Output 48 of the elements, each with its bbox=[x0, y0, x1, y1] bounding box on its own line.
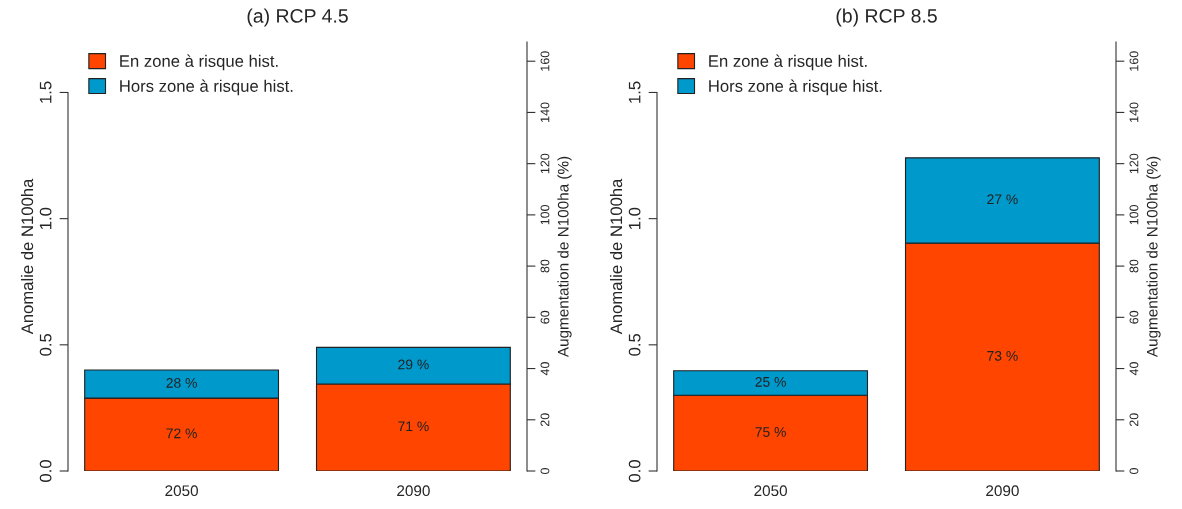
y2-tick-label: 120 bbox=[540, 153, 550, 174]
y-tick-label: 1.5 bbox=[628, 81, 641, 103]
annotation: 28 % bbox=[166, 377, 197, 388]
y2-tick-label: 100 bbox=[1129, 204, 1139, 225]
x-tick-label: 2050 bbox=[754, 485, 787, 497]
y-tick-label: 0.0 bbox=[39, 460, 52, 482]
y2-tick-label: 160 bbox=[1129, 51, 1139, 71]
annotation: 25 % bbox=[755, 376, 786, 387]
y2-tick-label: 80 bbox=[1129, 259, 1139, 273]
y2-tick-label: 120 bbox=[1129, 153, 1139, 174]
x-tick-label: 2090 bbox=[986, 485, 1019, 497]
x-tick-label: 2090 bbox=[397, 485, 430, 497]
legend-label: En zone à risque hist. bbox=[120, 54, 278, 71]
y-tick-label: 1.0 bbox=[39, 207, 52, 229]
annotation: 29 % bbox=[398, 359, 429, 370]
legend-label: Hors zone à risque hist. bbox=[120, 79, 293, 96]
y-axis-title: Anomalie de N100ha bbox=[609, 178, 623, 335]
y2-tick-label: 160 bbox=[540, 51, 550, 71]
y2-tick-label: 0 bbox=[1129, 468, 1139, 474]
annotation: 71 % bbox=[398, 421, 429, 432]
y-tick-label: 0.5 bbox=[39, 333, 52, 356]
y2-tick-label: 60 bbox=[1129, 310, 1139, 324]
y2-tick-label: 80 bbox=[540, 259, 550, 273]
chart-title: (b) RCP 8.5 bbox=[836, 8, 937, 27]
annotation: 73 % bbox=[987, 350, 1018, 361]
y2-tick-label: 40 bbox=[540, 362, 550, 376]
y-tick-label: 1.0 bbox=[628, 207, 641, 229]
y2-axis-title: Augmentation de N100ha (%) bbox=[557, 156, 572, 358]
y2-tick-label: 140 bbox=[1129, 102, 1139, 122]
y-tick-label: 0.5 bbox=[628, 333, 641, 356]
legend-label: En zone à risque hist. bbox=[709, 54, 867, 71]
y2-axis-title: Augmentation de N100ha (%) bbox=[1146, 156, 1161, 358]
y2-tick-label: 40 bbox=[1129, 362, 1139, 376]
y2-tick-label: 60 bbox=[540, 310, 550, 324]
chart-title: (a) RCP 4.5 bbox=[247, 8, 348, 27]
x-tick-label: 2050 bbox=[165, 485, 198, 497]
y2-tick-label: 140 bbox=[540, 102, 550, 122]
y-axis-title: Anomalie de N100ha bbox=[20, 178, 34, 335]
y2-tick-label: 0 bbox=[540, 468, 550, 474]
annotation: 75 % bbox=[755, 427, 786, 437]
annotation: 72 % bbox=[166, 428, 197, 439]
legend-label: Hors zone à risque hist. bbox=[709, 79, 882, 96]
y-tick-label: 0.0 bbox=[628, 460, 641, 482]
y2-tick-label: 20 bbox=[1129, 413, 1139, 427]
y-tick-label: 1.5 bbox=[39, 81, 52, 103]
annotation: 27 % bbox=[987, 194, 1018, 205]
y2-tick-label: 20 bbox=[540, 413, 550, 427]
y2-tick-label: 100 bbox=[540, 204, 550, 225]
